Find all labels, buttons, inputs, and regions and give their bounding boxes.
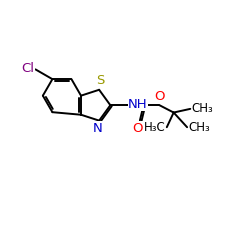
Text: NH: NH: [128, 98, 148, 111]
Text: CH₃: CH₃: [188, 121, 210, 134]
Text: S: S: [96, 74, 104, 87]
Text: CH₃: CH₃: [192, 102, 213, 115]
Text: N: N: [93, 122, 103, 135]
Text: O: O: [133, 122, 143, 135]
Text: H₃C: H₃C: [144, 121, 166, 134]
Text: Cl: Cl: [21, 62, 34, 76]
Text: O: O: [154, 90, 165, 103]
